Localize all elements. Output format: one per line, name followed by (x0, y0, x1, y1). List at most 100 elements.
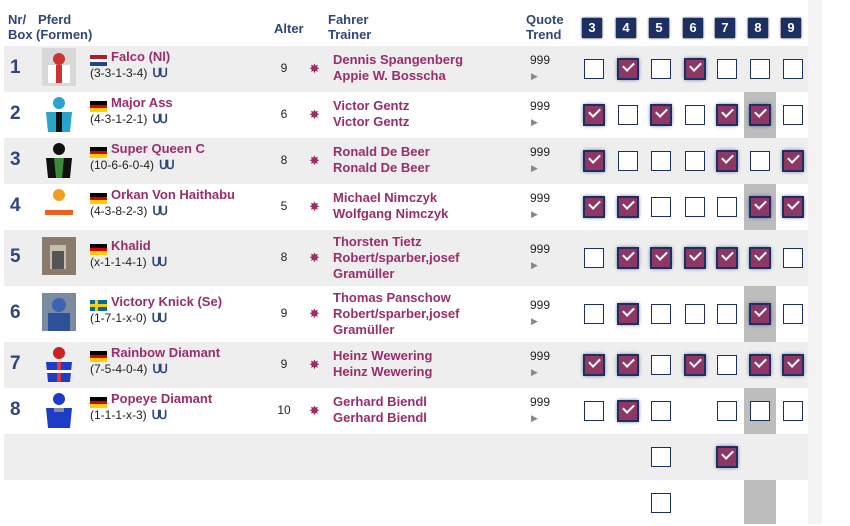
box-8-checkbox[interactable] (750, 304, 770, 324)
box-6-checkbox[interactable] (685, 151, 705, 171)
trend-arrow-icon[interactable]: ▶ (531, 413, 538, 423)
box-3-checkbox[interactable] (584, 401, 604, 421)
box-4-checkbox[interactable] (618, 401, 638, 421)
box-5-checkbox[interactable] (651, 401, 671, 421)
favorite-star-icon[interactable]: ✸ (309, 61, 320, 76)
driver-name-link[interactable]: Thorsten Tietz (333, 234, 422, 249)
box-4-checkbox[interactable] (618, 197, 638, 217)
favorite-star-icon[interactable]: ✸ (309, 306, 320, 321)
trend-arrow-icon[interactable]: ▶ (531, 209, 538, 219)
box-7-checkbox[interactable] (717, 197, 737, 217)
box-9-checkbox[interactable] (783, 248, 803, 268)
box-8-checkbox[interactable] (750, 151, 770, 171)
box-4-checkbox[interactable] (618, 304, 638, 324)
box-7-checkbox[interactable] (717, 447, 737, 467)
box-5-checkbox[interactable] (651, 447, 671, 467)
trainer-name-link[interactable]: Ronald De Beer (333, 160, 430, 175)
box-9-checkbox[interactable] (783, 355, 803, 375)
box-5-checkbox[interactable] (651, 304, 671, 324)
favorite-star-icon[interactable]: ✸ (309, 403, 320, 418)
horse-name-link[interactable]: Falco (Nl) (111, 49, 171, 64)
box-8-checkbox[interactable] (750, 248, 770, 268)
trainer-name-link[interactable]: Appie W. Bosscha (333, 68, 446, 83)
box-6-checkbox[interactable] (685, 105, 705, 125)
box-9-checkbox[interactable] (783, 401, 803, 421)
box-3-checkbox[interactable] (584, 151, 604, 171)
box-3-checkbox[interactable] (584, 59, 604, 79)
favorite-star-icon[interactable]: ✸ (309, 199, 320, 214)
box-5-checkbox[interactable] (651, 493, 671, 513)
box-4-checkbox[interactable] (618, 105, 638, 125)
box-4-checkbox[interactable] (618, 59, 638, 79)
driver-name-link[interactable]: Heinz Wewering (333, 348, 433, 363)
page-scrollbar[interactable] (808, 0, 822, 524)
box-6-checkbox[interactable] (685, 197, 705, 217)
box-3-checkbox[interactable] (584, 248, 604, 268)
box-6-checkbox[interactable] (685, 355, 705, 375)
box-5-checkbox[interactable] (651, 151, 671, 171)
trainer-name-link[interactable]: Gerhard Biendl (333, 410, 427, 425)
driver-name-link[interactable]: Thomas Panschow (333, 290, 451, 305)
driver-name-link[interactable]: Michael Nimczyk (333, 190, 438, 205)
row-number: 2 (10, 103, 21, 124)
box-7-checkbox[interactable] (717, 355, 737, 375)
box-3-checkbox[interactable] (584, 304, 604, 324)
favorite-star-icon[interactable]: ✸ (309, 357, 320, 372)
horse-name-link[interactable]: Super Queen C (111, 141, 205, 156)
box-6-checkbox[interactable] (685, 248, 705, 268)
box-6-checkbox[interactable] (685, 59, 705, 79)
box-6-checkbox[interactable] (685, 304, 705, 324)
horse-name-link[interactable]: Popeye Diamant (111, 391, 213, 406)
box-9-checkbox[interactable] (783, 197, 803, 217)
box-9-checkbox[interactable] (783, 59, 803, 79)
box-3-checkbox[interactable] (584, 355, 604, 375)
box-3-checkbox[interactable] (584, 197, 604, 217)
trainer-name-link[interactable]: Victor Gentz (333, 114, 410, 129)
box-7-checkbox[interactable] (717, 304, 737, 324)
driver-name-link[interactable]: Ronald De Beer (333, 144, 430, 159)
horse-name-link[interactable]: Orkan Von Haithabu (111, 187, 235, 202)
box-5-checkbox[interactable] (651, 105, 671, 125)
driver-name-link[interactable]: Dennis Spangenberg (333, 52, 464, 67)
driver-name-link[interactable]: Victor Gentz (333, 98, 410, 113)
box-3-checkbox[interactable] (584, 105, 604, 125)
box-8-checkbox[interactable] (750, 355, 770, 375)
box-9-checkbox[interactable] (783, 105, 803, 125)
trend-arrow-icon[interactable]: ▶ (531, 316, 538, 326)
box-9-checkbox[interactable] (783, 151, 803, 171)
trend-arrow-icon[interactable]: ▶ (531, 260, 538, 270)
trend-arrow-icon[interactable]: ▶ (531, 367, 538, 377)
favorite-star-icon[interactable]: ✸ (309, 250, 320, 265)
box-7-checkbox[interactable] (717, 59, 737, 79)
box-4-checkbox[interactable] (618, 355, 638, 375)
box-8-checkbox[interactable] (750, 401, 770, 421)
box-5-checkbox[interactable] (651, 248, 671, 268)
box-7-checkbox[interactable] (717, 248, 737, 268)
box-7-checkbox[interactable] (717, 401, 737, 421)
box-9-checkbox[interactable] (783, 304, 803, 324)
box-5-checkbox[interactable] (651, 197, 671, 217)
trainer-name-link[interactable]: Wolfgang Nimczyk (333, 206, 449, 221)
trainer-name-link[interactable]: Heinz Wewering (333, 364, 433, 379)
box-7-checkbox[interactable] (717, 151, 737, 171)
horse-name-link[interactable]: Rainbow Diamant (111, 345, 221, 360)
box-8-checkbox[interactable] (750, 105, 770, 125)
box-4-checkbox[interactable] (618, 248, 638, 268)
trainer-name-link[interactable]: Robert/sparber,josef Gramüller (333, 250, 460, 281)
favorite-star-icon[interactable]: ✸ (309, 107, 320, 122)
trainer-name-link[interactable]: Robert/sparber,josef Gramüller (333, 306, 460, 337)
box-7-checkbox[interactable] (717, 105, 737, 125)
box-5-checkbox[interactable] (651, 355, 671, 375)
box-8-checkbox[interactable] (750, 59, 770, 79)
box-5-checkbox[interactable] (651, 59, 671, 79)
horse-name-link[interactable]: Victory Knick (Se) (111, 294, 223, 309)
favorite-star-icon[interactable]: ✸ (309, 153, 320, 168)
box-4-checkbox[interactable] (618, 151, 638, 171)
box-8-checkbox[interactable] (750, 197, 770, 217)
driver-name-link[interactable]: Gerhard Biendl (333, 394, 427, 409)
horse-name-link[interactable]: Khalid (111, 238, 151, 253)
trend-arrow-icon[interactable]: ▶ (531, 71, 538, 81)
trend-arrow-icon[interactable]: ▶ (531, 163, 538, 173)
horse-name-link[interactable]: Major Ass (111, 95, 173, 110)
trend-arrow-icon[interactable]: ▶ (531, 117, 538, 127)
